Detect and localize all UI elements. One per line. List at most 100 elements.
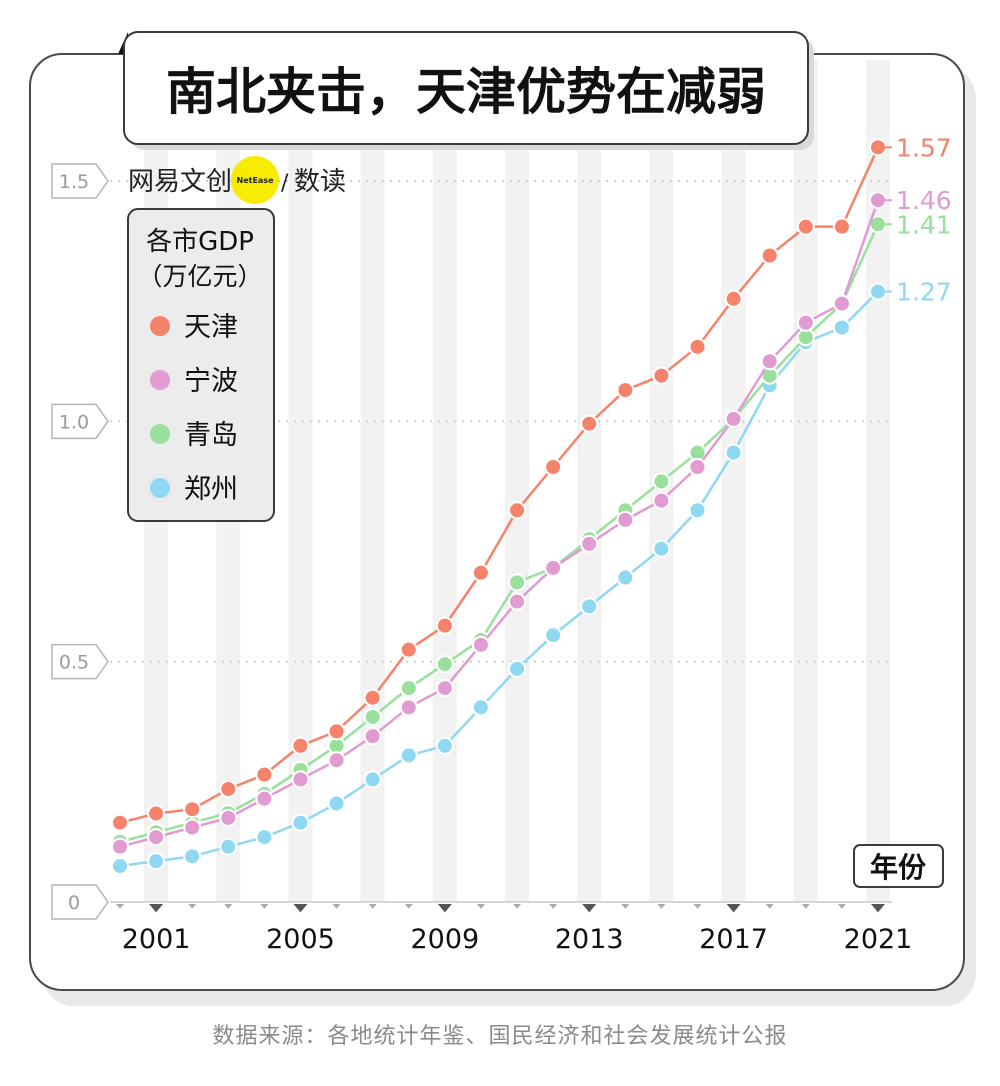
x-tick-mark-2005 <box>293 904 308 913</box>
end-label-qingdao: 1.41 <box>896 210 952 239</box>
x-tick-mark-2020 <box>837 904 846 909</box>
point-tianjin-2008 <box>399 640 418 659</box>
y-tick-tag-1.0 <box>51 403 109 440</box>
y-tick-tag-0.5 <box>51 643 109 680</box>
year-stripe-2021 <box>865 60 891 902</box>
title-banner: 南北夹击，天津优势在减弱 <box>118 31 814 150</box>
point-tianjin-2014 <box>616 381 635 400</box>
point-tianjin-2012 <box>544 457 563 476</box>
x-tick-mark-2011 <box>513 904 522 909</box>
point-ningbo-2002 <box>183 818 202 837</box>
point-ningbo-2016 <box>688 457 707 476</box>
x-tick-mark-2001 <box>149 904 164 913</box>
series-line-qingdao <box>119 223 880 844</box>
x-tick-label-2021: 2021 <box>844 924 913 955</box>
brand-badge-dot <box>231 156 279 204</box>
year-stripe-2011 <box>505 60 530 902</box>
legend-swatch-ningbo <box>150 370 170 390</box>
point-qingdao-2007 <box>363 707 382 726</box>
y-gridlines <box>110 180 892 903</box>
point-zhengzhou-2001 <box>147 852 166 871</box>
point-ningbo-2007 <box>363 727 382 746</box>
point-zhengzhou-2000 <box>111 856 129 875</box>
point-zhengzhou-2009 <box>435 736 454 755</box>
x-tick-mark-2007 <box>368 904 377 909</box>
point-zhengzhou-2003 <box>219 837 238 856</box>
point-zhengzhou-2015 <box>652 539 671 558</box>
year-stripe-2019 <box>793 60 818 902</box>
point-tianjin-2003 <box>219 780 238 799</box>
legend-swatch-zhengzhou <box>150 478 170 498</box>
point-ningbo-2015 <box>652 491 671 510</box>
title-box <box>123 31 809 145</box>
x-tick-mark-2003 <box>224 904 233 909</box>
y-axis-ticks: 0 0.5 1.0 1.5 <box>51 163 109 920</box>
point-tianjin-2019 <box>796 217 815 236</box>
point-zhengzhou-2012 <box>544 626 563 645</box>
point-tianjin-2007 <box>363 688 382 707</box>
end-labels: 1.57 1.461.41 1.27 <box>885 133 952 307</box>
year-stripe-2013 <box>577 60 602 902</box>
point-zhengzhou-2004 <box>255 828 274 847</box>
point-ningbo-2012 <box>544 558 563 577</box>
x-tick-mark-2002 <box>188 904 197 909</box>
y-tick-label-1.0: 1.0 <box>59 411 89 433</box>
legend-swatch-qingdao <box>150 424 170 444</box>
x-tick-label-2001: 2001 <box>122 924 191 955</box>
point-tianjin-2004 <box>255 765 274 784</box>
x-tick-mark-2018 <box>765 904 774 909</box>
point-zhengzhou-2014 <box>616 568 635 587</box>
point-ningbo-2001 <box>147 828 166 847</box>
x-tick-label-2017: 2017 <box>699 924 768 955</box>
point-tianjin-2010 <box>471 563 490 582</box>
point-ningbo-2013 <box>580 534 599 553</box>
point-ningbo-2009 <box>435 679 454 698</box>
point-ningbo-2008 <box>399 698 418 717</box>
point-ningbo-2017 <box>724 409 743 428</box>
series-line-zhengzhou <box>119 290 879 868</box>
x-tick-label-2009: 2009 <box>410 924 479 955</box>
brand-badge: NetEase <box>237 176 275 185</box>
point-zhengzhou-2005 <box>291 813 310 832</box>
legend-box <box>127 208 275 522</box>
x-tick-mark-2009 <box>437 904 452 913</box>
legend-unit: （万亿元） <box>137 262 262 291</box>
point-ningbo-2000 <box>111 837 129 856</box>
y-tick-tag-0 <box>51 884 109 920</box>
year-stripe-2009 <box>432 60 457 902</box>
x-tick-mark-2013 <box>582 904 597 913</box>
brand-separator: / <box>281 171 289 196</box>
x-tick-mark-2021 <box>871 904 885 913</box>
point-zhengzhou-2002 <box>183 847 202 866</box>
y-tick-label-0.5: 0.5 <box>59 652 89 674</box>
brand-sub: 数读 <box>294 167 346 197</box>
point-tianjin-2005 <box>291 736 310 755</box>
point-zhengzhou-2017 <box>724 443 743 462</box>
point-zhengzhou-2011 <box>508 659 527 678</box>
point-tianjin-2016 <box>688 337 707 356</box>
legend-title: 各市GDP <box>146 227 254 257</box>
point-zhengzhou-2020 <box>832 318 851 337</box>
point-ningbo-2005 <box>291 770 310 789</box>
legend-label-zhengzhou: 郑州 <box>184 474 238 505</box>
point-zhengzhou-2008 <box>399 746 418 765</box>
point-zhengzhou-2010 <box>471 698 490 717</box>
point-zhengzhou-2013 <box>580 597 599 616</box>
chart-title: 南北夹击，天津优势在减弱 <box>166 63 766 121</box>
end-label-zhengzhou: 1.27 <box>896 278 952 307</box>
x-tick-mark-2016 <box>693 904 702 909</box>
point-tianjin-2009 <box>435 616 454 635</box>
y-tick-label-0: 0 <box>68 892 80 914</box>
x-tick-label-2013: 2013 <box>555 924 624 955</box>
point-zhengzhou-2016 <box>688 501 707 520</box>
end-label-ningbo: 1.46 <box>896 186 952 215</box>
point-qingdao-2011 <box>508 573 527 592</box>
point-ningbo-2018 <box>760 352 779 371</box>
point-zhengzhou-2021 <box>869 282 887 301</box>
point-ningbo-2021 <box>869 191 887 210</box>
legend-label-qingdao: 青岛 <box>184 420 238 451</box>
point-qingdao-2015 <box>652 472 671 491</box>
year-unit-box <box>853 844 944 888</box>
series-layer <box>111 138 887 875</box>
x-tick-mark-2000 <box>116 904 124 909</box>
